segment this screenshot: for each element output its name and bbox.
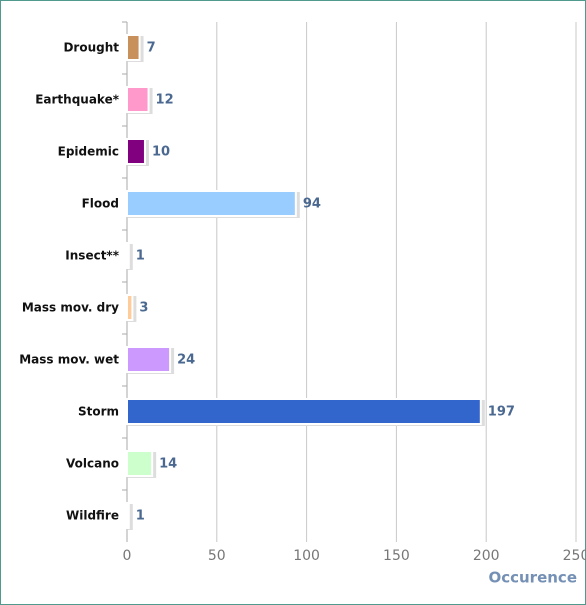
y-tick-label: Drought xyxy=(63,41,119,55)
bar xyxy=(126,294,134,321)
x-tick-label: 100 xyxy=(293,548,320,564)
y-tick-label: Volcano xyxy=(66,457,119,471)
value-label: 1 xyxy=(136,509,145,524)
bar xyxy=(126,34,141,61)
x-axis-title: Occurence xyxy=(488,569,577,587)
bar-shadow xyxy=(128,244,133,270)
x-tick-label: 50 xyxy=(208,548,226,564)
value-label: 3 xyxy=(139,301,148,316)
y-tick-label: Insect** xyxy=(65,249,119,263)
bar xyxy=(126,190,297,217)
y-tick-label: Mass mov. wet xyxy=(19,353,119,367)
y-tick-label: Flood xyxy=(82,197,119,211)
value-label: 24 xyxy=(177,353,195,368)
bar xyxy=(126,138,146,165)
y-tick-label: Epidemic xyxy=(58,145,119,159)
y-tick-label: Wildfire xyxy=(66,509,119,523)
y-tick-label: Storm xyxy=(78,405,119,419)
bar-shadow xyxy=(128,504,133,530)
y-tick-label: Mass mov. dry xyxy=(22,301,119,315)
x-tick-label: 0 xyxy=(123,548,132,564)
value-label: 12 xyxy=(156,93,174,108)
value-label: 197 xyxy=(488,405,515,420)
value-label: 14 xyxy=(159,457,177,472)
x-tick-label: 250 xyxy=(563,548,586,564)
value-label: 10 xyxy=(152,145,170,160)
value-label: 1 xyxy=(136,249,145,264)
bar xyxy=(126,398,482,425)
bar xyxy=(126,242,130,269)
bar xyxy=(126,450,154,477)
bar xyxy=(126,346,172,373)
value-label: 7 xyxy=(147,41,156,56)
bar xyxy=(126,502,130,529)
x-tick-label: 150 xyxy=(383,548,410,564)
bar xyxy=(126,86,150,113)
value-label: 94 xyxy=(303,197,321,212)
x-tick-label: 200 xyxy=(473,548,500,564)
y-tick-label: Earthquake* xyxy=(35,93,120,107)
